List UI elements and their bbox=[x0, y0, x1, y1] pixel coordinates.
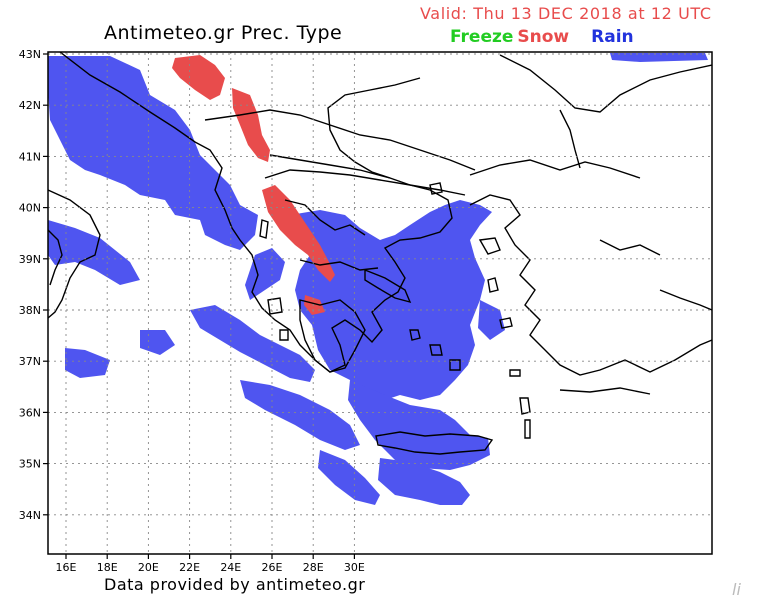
corfu bbox=[259, 219, 269, 239]
legend-rain: Rain bbox=[591, 27, 634, 47]
lon-label: 16E bbox=[56, 561, 77, 574]
coast-calabria bbox=[48, 229, 63, 286]
lon-label: 26E bbox=[262, 561, 283, 574]
lon-label: 20E bbox=[138, 561, 159, 574]
lat-label: 40N bbox=[19, 202, 41, 215]
border-balkans-1 bbox=[204, 109, 476, 171]
snow-pindus bbox=[262, 185, 335, 282]
lat-label: 36N bbox=[19, 406, 41, 419]
samos bbox=[499, 317, 513, 329]
rhodes bbox=[519, 397, 531, 415]
lon-label: 28E bbox=[303, 561, 324, 574]
coast-marmara bbox=[469, 159, 641, 179]
lesbos bbox=[478, 237, 501, 255]
lat-label: 42N bbox=[19, 99, 41, 112]
graticule bbox=[48, 52, 712, 554]
legend: Freeze Snow Rain bbox=[450, 27, 634, 47]
latitude-axis: 43N 42N 41N 40N 39N 38N 37N 36N 35N 34N bbox=[19, 48, 48, 522]
rain-areas bbox=[48, 53, 708, 505]
rain-ionian-sea-2 bbox=[240, 380, 360, 450]
lat-label: 34N bbox=[19, 509, 41, 522]
coast-adriatic-east bbox=[59, 52, 453, 373]
rain-italy-west bbox=[48, 220, 140, 285]
rain-adriatic-north bbox=[48, 56, 258, 250]
legend-snow: Snow bbox=[517, 27, 570, 47]
cyclades-1 bbox=[409, 329, 421, 341]
coast-turkey-aegean bbox=[469, 194, 712, 376]
rain-crete-south bbox=[378, 458, 470, 505]
kefalonia bbox=[267, 297, 283, 315]
border-balkans-2 bbox=[269, 154, 391, 179]
coast-bosporus bbox=[559, 109, 581, 169]
lon-label: 18E bbox=[97, 561, 118, 574]
lat-label: 43N bbox=[19, 48, 41, 61]
lon-label: 22E bbox=[179, 561, 200, 574]
euboea bbox=[364, 268, 412, 304]
rain-ionian-islands bbox=[245, 248, 285, 300]
crete bbox=[375, 431, 494, 455]
lon-label: 30E bbox=[344, 561, 365, 574]
snow-dinaric bbox=[172, 55, 225, 100]
rain-greece-main bbox=[290, 200, 492, 400]
longitude-axis: 16E 18E 20E 22E 24E 26E 28E 30E bbox=[56, 554, 365, 574]
chart-title: Antimeteo.gr Prec. Type bbox=[104, 22, 343, 44]
lat-label: 35N bbox=[19, 458, 41, 471]
rain-ionian-sea-1 bbox=[190, 305, 315, 382]
thasos bbox=[429, 182, 443, 195]
turkey-south bbox=[559, 387, 651, 395]
rain-west-scatter bbox=[140, 330, 175, 355]
chios bbox=[487, 277, 499, 293]
turkey-inland-1 bbox=[599, 239, 661, 256]
lat-label: 37N bbox=[19, 355, 41, 368]
lon-label: 24E bbox=[220, 561, 241, 574]
snow-albania-north bbox=[232, 88, 270, 162]
turkey-inland-2 bbox=[659, 289, 712, 311]
kos bbox=[509, 369, 521, 377]
zakynthos bbox=[279, 329, 289, 341]
cyclades-2 bbox=[429, 344, 443, 356]
valid-time: Valid: Thu 13 DEC 2018 at 12 UTC bbox=[420, 4, 712, 23]
rain-black-sea bbox=[610, 53, 708, 62]
border-regions-1 bbox=[284, 199, 366, 236]
cyclades-3 bbox=[449, 359, 461, 371]
data-credit: Data provided by antimeteo.gr bbox=[104, 575, 366, 594]
karpathos bbox=[524, 419, 531, 439]
watermark-logo: li bbox=[732, 580, 741, 599]
rain-west-patch bbox=[65, 348, 110, 378]
rain-libyan-sea bbox=[318, 450, 380, 505]
lat-label: 38N bbox=[19, 304, 41, 317]
peloponnese bbox=[299, 299, 366, 373]
coast-black-sea bbox=[499, 54, 712, 113]
lat-label: 39N bbox=[19, 253, 41, 266]
lat-label: 41N bbox=[19, 150, 41, 163]
map-frame bbox=[47, 51, 713, 555]
border-greece-north bbox=[264, 169, 466, 196]
legend-freeze: Freeze bbox=[450, 27, 514, 47]
coastlines bbox=[48, 52, 712, 455]
